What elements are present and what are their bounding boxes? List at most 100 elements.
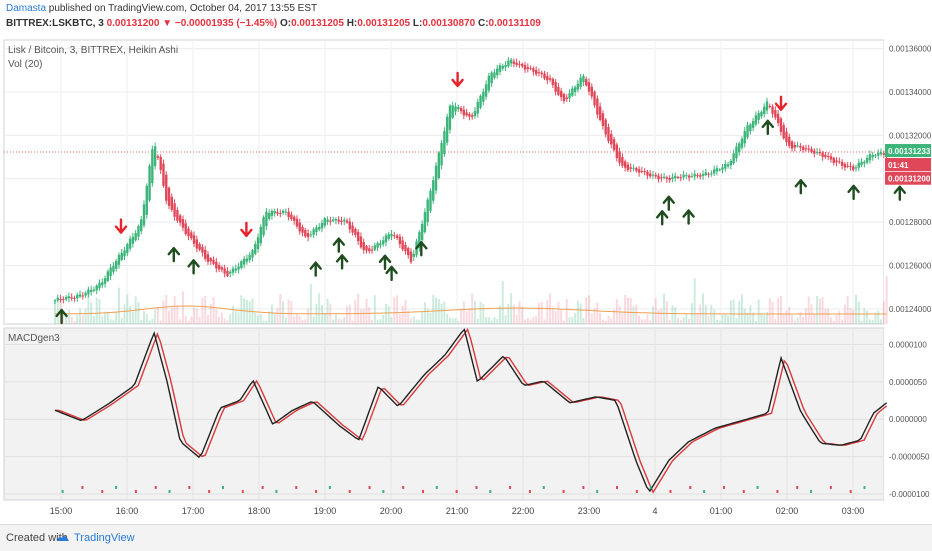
- volume-bar: [860, 320, 863, 324]
- volume-bar: [485, 316, 488, 324]
- ohlc-line: BITTREX:LSKBTC, 3 0.00131200 ▼ −0.000019…: [6, 18, 541, 29]
- volume-bar: [140, 319, 143, 324]
- candle: [203, 249, 207, 259]
- volume-bar: [654, 298, 657, 324]
- candle: [487, 75, 491, 91]
- candle: [420, 223, 424, 241]
- signal-marker: [689, 486, 692, 489]
- candle: [632, 167, 635, 169]
- candle: [826, 156, 830, 158]
- candle: [712, 169, 716, 174]
- volume-bar: [799, 311, 802, 324]
- candle: [354, 229, 357, 235]
- volume-bar: [880, 319, 883, 324]
- time-tick-label: 18:00: [248, 506, 271, 516]
- volume-bar: [415, 319, 418, 324]
- signal-marker: [134, 490, 137, 493]
- candle: [151, 149, 154, 184]
- signal-marker: [275, 490, 278, 493]
- vol-legend: Vol (20): [8, 59, 43, 70]
- sell-arrow-icon: [240, 221, 253, 238]
- candle: [437, 152, 441, 179]
- buy-arrow-icon: [662, 195, 675, 211]
- signal-marker: [315, 490, 318, 493]
- volume-bar: [220, 312, 223, 324]
- volume-bar: [766, 312, 769, 324]
- candle: [365, 246, 368, 251]
- candle: [290, 214, 293, 219]
- macd-tick-label: 0.0000100: [889, 340, 927, 349]
- candle: [123, 250, 126, 257]
- volume-bar: [407, 310, 410, 324]
- volume-bar: [115, 312, 118, 324]
- candle: [818, 152, 822, 154]
- candle: [604, 119, 607, 135]
- candle: [134, 233, 137, 241]
- candle: [682, 174, 685, 178]
- candle: [359, 236, 363, 248]
- signal-marker: [261, 486, 264, 489]
- candle: [459, 108, 463, 112]
- candle: [635, 167, 638, 171]
- candle: [153, 146, 157, 167]
- candle: [568, 93, 571, 99]
- candle: [529, 68, 532, 70]
- volume-bar: [852, 309, 855, 324]
- volume-bar: [629, 297, 632, 324]
- volume-bar: [696, 313, 699, 324]
- volume-bar: [462, 301, 465, 324]
- time-tick-label: 03:00: [842, 506, 865, 516]
- volume-bar: [95, 297, 98, 324]
- volume-bar: [437, 298, 440, 324]
- candle: [582, 75, 585, 83]
- signal-line: [55, 327, 888, 494]
- candle: [874, 155, 877, 157]
- change-value: −0.00001935 (−1.45%): [174, 18, 278, 29]
- volume-bar: [871, 319, 874, 324]
- time-tick-label: 02:00: [776, 506, 799, 516]
- volume-bar: [540, 301, 543, 324]
- macd-axis[interactable]: [884, 328, 932, 500]
- volume-bar: [423, 302, 426, 324]
- volume-bar: [743, 308, 746, 324]
- candle: [543, 73, 546, 79]
- volume-bar: [223, 318, 226, 324]
- tradingview-brand[interactable]: TradingView: [74, 532, 135, 544]
- candle: [735, 146, 738, 159]
- volume-bar: [426, 308, 429, 324]
- candle: [206, 254, 210, 262]
- candle: [646, 171, 649, 176]
- buy-arrow-icon: [187, 259, 200, 275]
- published-text: published on TradingView.com, October 04…: [48, 3, 318, 14]
- candle: [334, 218, 338, 221]
- candle: [376, 243, 379, 248]
- volume-bar: [621, 313, 624, 324]
- candle: [326, 219, 329, 222]
- volume-bar: [735, 318, 738, 324]
- volume-bar: [337, 318, 340, 324]
- volume-bar: [802, 316, 805, 324]
- volume-bar: [354, 300, 357, 324]
- candle: [156, 156, 160, 158]
- signal-marker: [402, 486, 405, 489]
- candle: [724, 163, 727, 169]
- macd-pane[interactable]: [3, 327, 885, 501]
- volume-bar: [421, 311, 424, 324]
- signal-marker: [101, 490, 104, 493]
- candle: [696, 175, 699, 177]
- author-link[interactable]: Damasta: [6, 3, 47, 14]
- candle: [59, 298, 62, 300]
- candle: [496, 68, 499, 76]
- price-chart[interactable]: 0.001360000.001340000.001320000.00130000…: [0, 0, 932, 524]
- price-pane[interactable]: [3, 39, 885, 325]
- buy-arrow-icon: [55, 308, 68, 325]
- candle: [498, 65, 502, 72]
- candle: [237, 266, 240, 270]
- volume-bar: [312, 316, 315, 324]
- volume-bar: [521, 306, 524, 324]
- volume-bar: [788, 306, 791, 324]
- volume-bar: [262, 320, 265, 324]
- volume-bar: [832, 320, 835, 324]
- signal-marker: [221, 486, 224, 489]
- candle: [343, 219, 346, 222]
